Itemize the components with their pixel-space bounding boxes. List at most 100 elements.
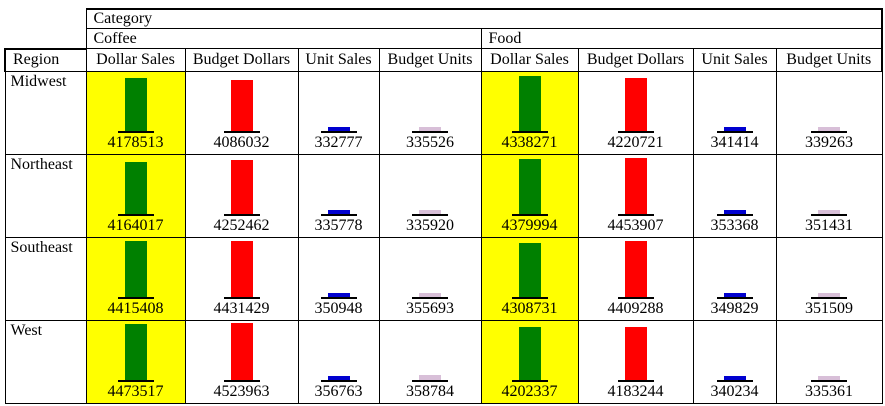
category-food-header[interactable]: Food xyxy=(480,28,883,49)
value-label: 4202337 xyxy=(501,383,558,400)
unit-sales-bar[interactable] xyxy=(723,376,746,380)
budget-units-bar[interactable] xyxy=(419,293,441,297)
cell-west-food-budget-dollars[interactable]: 4183244 xyxy=(577,320,694,404)
cell-northeast-coffee-unit-sales[interactable]: 335778 xyxy=(297,154,380,238)
budget-units-bar[interactable] xyxy=(818,376,840,380)
budget-units-bar[interactable] xyxy=(419,210,441,214)
unit-sales-bar[interactable] xyxy=(723,210,746,214)
dollar-sales-bar[interactable] xyxy=(124,78,147,131)
dollar-sales-bar[interactable] xyxy=(124,162,147,214)
budget-units-bar[interactable] xyxy=(818,127,840,131)
cell-northeast-food-budget-units[interactable]: 351431 xyxy=(775,154,883,238)
value-label: 335778 xyxy=(314,217,363,234)
cell-midwest-coffee-unit-sales[interactable]: 332777 xyxy=(297,71,380,155)
cell-midwest-coffee-dollar-sales[interactable]: 4178513 xyxy=(85,71,186,155)
budget-dollars-bar[interactable] xyxy=(624,78,647,131)
cell-northeast-coffee-budget-units[interactable]: 335920 xyxy=(378,154,482,238)
region-row-header-midwest[interactable]: Midwest xyxy=(4,71,87,155)
cell-midwest-food-dollar-sales[interactable]: 4338271 xyxy=(480,71,579,155)
cell-midwest-food-budget-units[interactable]: 339263 xyxy=(775,71,883,155)
region-row-header-southeast[interactable]: Southeast xyxy=(4,237,87,321)
budget-dollars-bar[interactable] xyxy=(230,160,253,214)
unit-sales-bar[interactable] xyxy=(327,127,350,131)
cell-northeast-coffee-budget-dollars[interactable]: 4252462 xyxy=(184,154,299,238)
cell-west-coffee-dollar-sales[interactable]: 4473517 xyxy=(85,320,186,404)
header-food-unit-sales[interactable]: Unit Sales xyxy=(692,48,777,72)
value-label: 4379994 xyxy=(501,217,558,234)
header-food-budget-units[interactable]: Budget Units xyxy=(775,48,883,72)
region-row-header-northeast[interactable]: Northeast xyxy=(4,154,87,238)
bar-axis-baseline xyxy=(320,293,357,299)
value-label: 4308731 xyxy=(501,300,558,317)
crosstab-sheet: Category Coffee Food Region Dollar Sales… xyxy=(4,8,883,404)
unit-sales-bar[interactable] xyxy=(723,127,746,131)
cell-northeast-food-dollar-sales[interactable]: 4379994 xyxy=(480,154,579,238)
budget-dollars-bar[interactable] xyxy=(624,241,647,297)
cell-southeast-food-unit-sales[interactable]: 349829 xyxy=(692,237,777,321)
dollar-sales-bar[interactable] xyxy=(124,324,147,380)
header-food-dollar-sales[interactable]: Dollar Sales xyxy=(480,48,579,72)
header-coffee-unit-sales[interactable]: Unit Sales xyxy=(297,48,380,72)
value-label: 358784 xyxy=(406,383,454,400)
value-label: 351431 xyxy=(805,217,853,234)
cell-southeast-food-budget-units[interactable]: 351509 xyxy=(775,237,883,321)
cell-southeast-coffee-dollar-sales[interactable]: 4415408 xyxy=(85,237,186,321)
cell-southeast-coffee-unit-sales[interactable]: 350948 xyxy=(297,237,380,321)
budget-dollars-bar[interactable] xyxy=(230,241,253,297)
cell-midwest-coffee-budget-dollars[interactable]: 4086032 xyxy=(184,71,299,155)
value-label: 350948 xyxy=(314,300,363,317)
value-label: 4183244 xyxy=(607,383,664,400)
budget-dollars-bar[interactable] xyxy=(624,327,647,380)
crosstab-table: Category Coffee Food Region Dollar Sales… xyxy=(4,8,883,404)
cell-northeast-food-unit-sales[interactable]: 353368 xyxy=(692,154,777,238)
cell-midwest-food-budget-dollars[interactable]: 4220721 xyxy=(577,71,694,155)
header-coffee-dollar-sales[interactable]: Dollar Sales xyxy=(85,48,186,72)
dollar-sales-bar[interactable] xyxy=(518,159,541,214)
dollar-sales-bar[interactable] xyxy=(518,76,541,131)
category-dimension-header[interactable]: Category xyxy=(85,8,883,29)
cell-west-coffee-unit-sales[interactable]: 356763 xyxy=(297,320,380,404)
cell-west-coffee-budget-units[interactable]: 358784 xyxy=(378,320,482,404)
bar-axis-baseline xyxy=(511,327,548,382)
region-row-header-west[interactable]: West xyxy=(4,320,87,404)
cell-southeast-coffee-budget-dollars[interactable]: 4431429 xyxy=(184,237,299,321)
cell-midwest-food-unit-sales[interactable]: 341414 xyxy=(692,71,777,155)
cell-west-food-budget-units[interactable]: 335361 xyxy=(775,320,883,404)
cell-southeast-food-budget-dollars[interactable]: 4409288 xyxy=(577,237,694,321)
dollar-sales-bar[interactable] xyxy=(124,241,147,297)
cell-west-coffee-budget-dollars[interactable]: 4523963 xyxy=(184,320,299,404)
dollar-sales-bar[interactable] xyxy=(518,327,541,380)
budget-units-bar[interactable] xyxy=(818,293,840,297)
unit-sales-bar[interactable] xyxy=(327,376,350,380)
budget-dollars-bar[interactable] xyxy=(624,158,647,214)
bar-axis-baseline xyxy=(511,76,548,133)
cell-northeast-food-budget-dollars[interactable]: 4453907 xyxy=(577,154,694,238)
category-coffee-header[interactable]: Coffee xyxy=(85,28,482,49)
budget-units-bar[interactable] xyxy=(419,127,441,131)
bar-axis-baseline xyxy=(716,210,753,216)
region-dimension-header[interactable]: Region xyxy=(4,47,87,72)
dollar-sales-bar[interactable] xyxy=(518,243,541,297)
budget-dollars-bar[interactable] xyxy=(230,80,253,131)
bar-axis-baseline xyxy=(811,293,847,299)
cell-southeast-food-dollar-sales[interactable]: 4308731 xyxy=(480,237,579,321)
budget-units-bar[interactable] xyxy=(419,375,441,380)
header-coffee-budget-dollars[interactable]: Budget Dollars xyxy=(184,48,299,72)
header-food-budget-dollars[interactable]: Budget Dollars xyxy=(577,48,694,72)
unit-sales-bar[interactable] xyxy=(327,210,350,214)
bar-axis-baseline xyxy=(617,241,654,299)
bar-axis-baseline xyxy=(811,376,847,382)
unit-sales-bar[interactable] xyxy=(327,293,350,297)
budget-units-bar[interactable] xyxy=(818,210,840,214)
cell-southeast-coffee-budget-units[interactable]: 355693 xyxy=(378,237,482,321)
cell-west-food-dollar-sales[interactable]: 4202337 xyxy=(480,320,579,404)
header-coffee-budget-units[interactable]: Budget Units xyxy=(378,48,482,72)
cell-west-food-unit-sales[interactable]: 340234 xyxy=(692,320,777,404)
unit-sales-bar[interactable] xyxy=(723,293,746,297)
bar-axis-baseline xyxy=(412,210,448,216)
value-label: 356763 xyxy=(314,383,363,400)
cell-northeast-coffee-dollar-sales[interactable]: 4164017 xyxy=(85,154,186,238)
cell-midwest-coffee-budget-units[interactable]: 335526 xyxy=(378,71,482,155)
bar-axis-baseline xyxy=(320,127,357,133)
budget-dollars-bar[interactable] xyxy=(230,323,253,380)
